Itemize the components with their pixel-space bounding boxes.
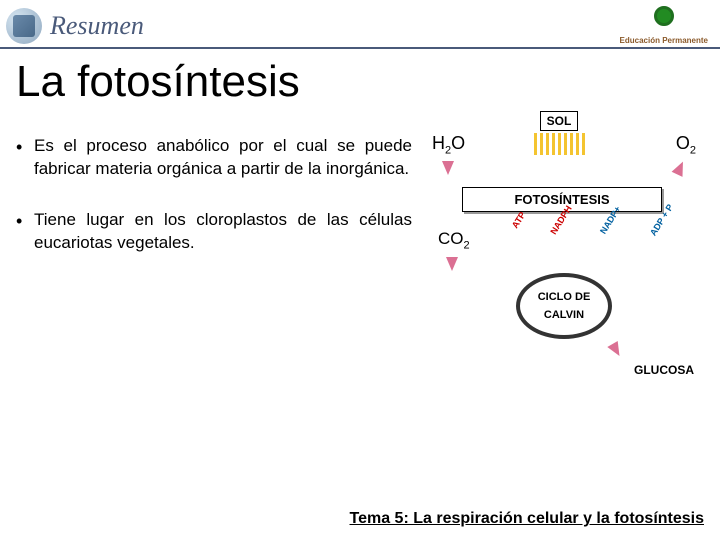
arrow-glucose-out [610,343,622,357]
h2o-after: O [451,133,465,153]
sun-label: SOL [540,111,579,131]
header-left: Resumen [6,8,144,44]
co2-text: CO [438,229,464,248]
arrow-o2-out [674,161,686,175]
arrow-h2o-in [442,161,454,175]
calvin-line1: CICLO DE [538,291,591,303]
o2-sub: 2 [690,145,696,157]
label-h2o: H2O [432,133,465,157]
sun-block: SOL [514,111,604,155]
calvin-ring-icon: CICLO DE CALVIN [516,273,612,339]
page-title: La fotosíntesis [0,49,720,111]
header-bar: Resumen Educación Permanente [0,0,720,49]
arrow-co2-in [446,257,458,271]
label-glucosa: GLUCOSA [634,363,694,377]
label-co2: CO2 [438,229,470,251]
co2-sub: 2 [464,239,470,251]
brand-block: Educación Permanente [620,6,708,45]
bullet-item: Es el proceso anabólico por el cual se p… [16,135,412,181]
summary-icon [6,8,42,44]
energy-carriers: ATP NADPH NADP+ ADP + P [510,215,679,225]
brand-text: Educación Permanente [620,36,708,45]
calvin-cycle: CICLO DE CALVIN [516,273,612,339]
brand-logo-icon [644,6,684,34]
calvin-line2: CALVIN [544,309,584,321]
sun-rays-icon [514,133,604,155]
text-column: Es el proceso anabólico por el cual se p… [16,111,412,283]
section-title: Resumen [50,11,144,41]
footer-topic: Tema 5: La respiración celular y la foto… [350,510,705,528]
energy-atp: ATP [510,210,528,230]
content-row: Es el proceso anabólico por el cual se p… [0,111,720,283]
diagram: H2O O2 SOL FOTOSÍNTESIS CO2 ATP NADPH NA… [424,111,704,283]
bullet-item: Tiene lugar en los cloroplastos de las c… [16,209,412,255]
label-o2: O2 [676,133,696,157]
h2o-text: H [432,133,445,153]
o2-text: O [676,133,690,153]
